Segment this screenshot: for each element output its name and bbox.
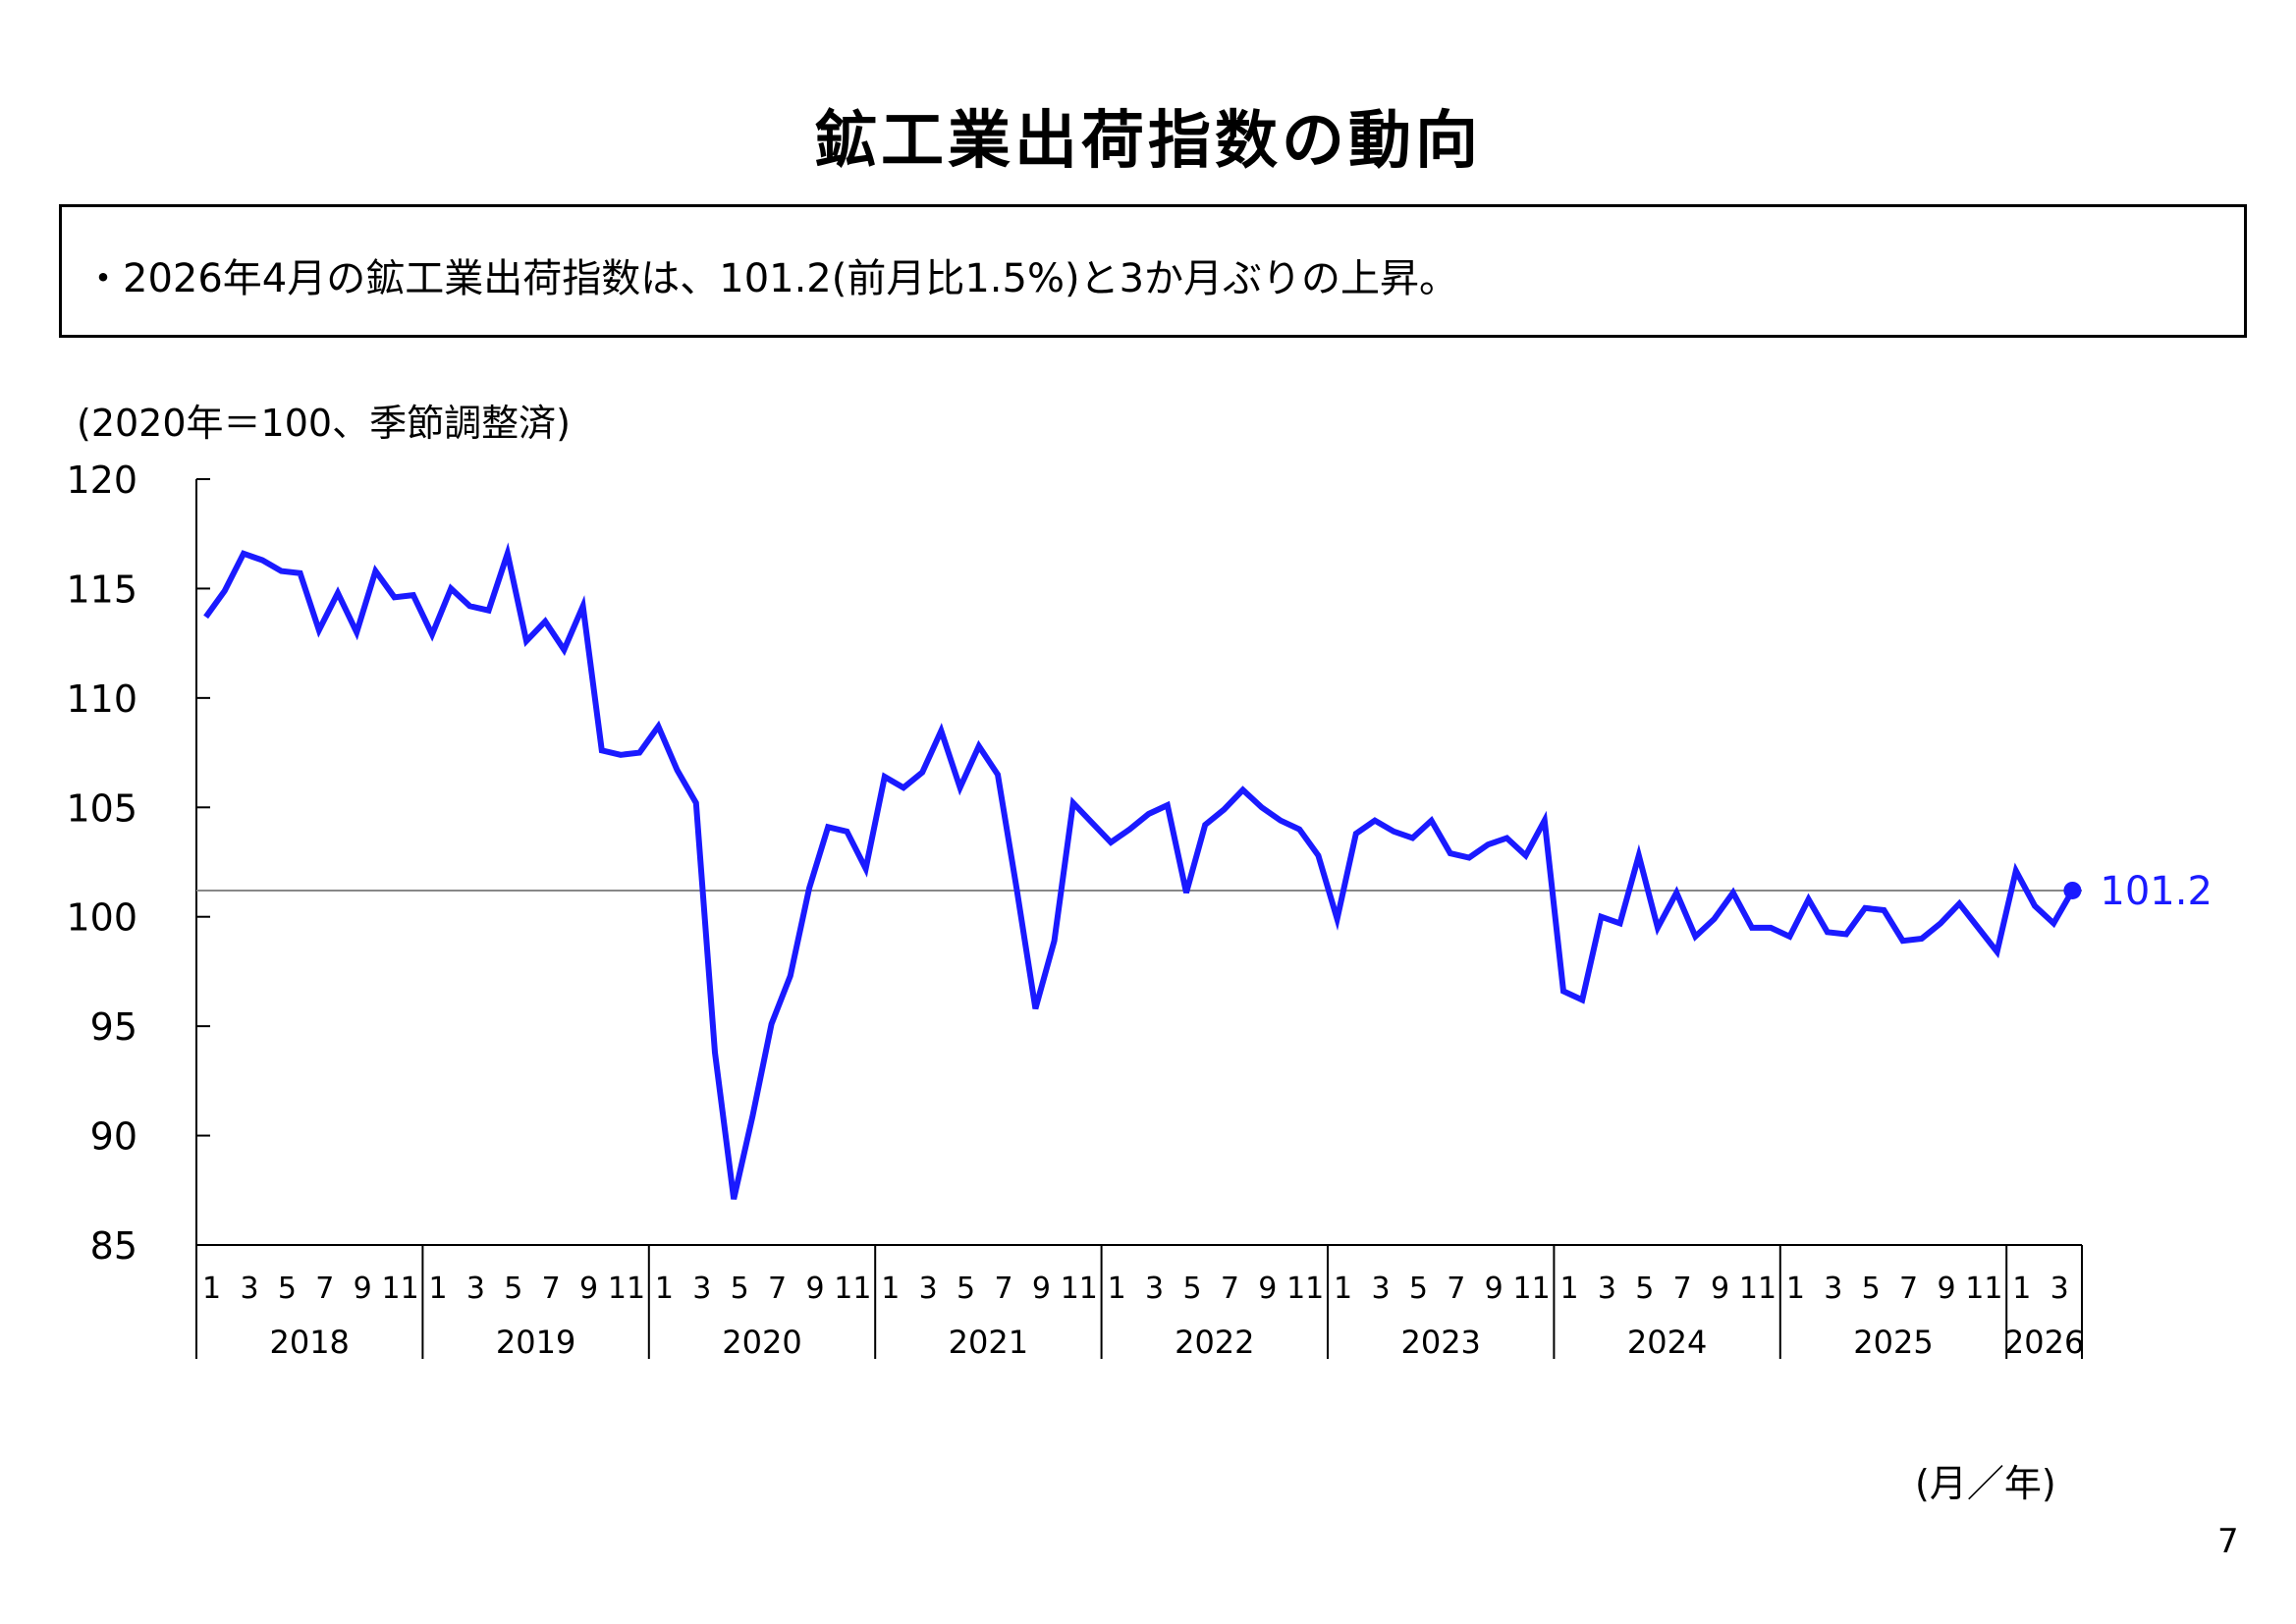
month-tick-label: 9: [1485, 1272, 1503, 1306]
y-tick-label: 85: [90, 1224, 137, 1268]
month-tick-label: 9: [1032, 1272, 1051, 1306]
month-tick-label: 7: [1673, 1272, 1692, 1306]
year-label: 2023: [1400, 1324, 1480, 1361]
month-tick-label: 7: [542, 1272, 561, 1306]
month-tick-label: 5: [504, 1272, 522, 1306]
month-tick-label: 11: [1965, 1272, 2002, 1306]
month-tick-label: 3: [1598, 1272, 1616, 1306]
month-tick-label: 1: [2012, 1272, 2031, 1306]
year-label: 2020: [722, 1324, 801, 1361]
month-tick-label: 3: [919, 1272, 938, 1306]
year-label: 2024: [1627, 1324, 1707, 1361]
month-tick-label: 1: [1559, 1272, 1578, 1306]
month-tick-label: 3: [1371, 1272, 1390, 1306]
last-value-label: 101.2: [2100, 869, 2213, 914]
month-tick-label: 3: [240, 1272, 258, 1306]
month-tick-label: 11: [1061, 1272, 1098, 1306]
month-tick-label: 3: [692, 1272, 711, 1306]
year-label: 2019: [496, 1324, 575, 1361]
month-tick-label: 11: [1739, 1272, 1777, 1306]
month-tick-label: 1: [881, 1272, 900, 1306]
month-tick-label: 5: [1409, 1272, 1428, 1306]
month-tick-label: 9: [579, 1272, 598, 1306]
year-label: 2022: [1175, 1324, 1254, 1361]
month-tick-label: 11: [382, 1272, 419, 1306]
month-tick-label: 7: [1447, 1272, 1465, 1306]
month-tick-label: 5: [1182, 1272, 1201, 1306]
month-tick-label: 3: [1145, 1272, 1164, 1306]
y-tick-label: 115: [66, 568, 137, 611]
month-tick-label: 3: [466, 1272, 485, 1306]
month-tick-label: 5: [731, 1272, 749, 1306]
month-tick-label: 7: [1221, 1272, 1239, 1306]
y-tick-label: 120: [66, 459, 137, 502]
summary-box: ・2026年4月の鉱工業出荷指数は、101.2(前月比1.5%)と3か月ぶりの上…: [59, 204, 2247, 338]
month-tick-label: 9: [805, 1272, 824, 1306]
month-tick-label: 3: [1824, 1272, 1842, 1306]
month-tick-label: 1: [1786, 1272, 1805, 1306]
year-label: 2021: [949, 1324, 1028, 1361]
y-axis-unit-note: (2020年＝100、季節調整済): [77, 402, 571, 445]
month-tick-label: 1: [655, 1272, 674, 1306]
month-tick-label: 7: [994, 1272, 1012, 1306]
month-tick-label: 7: [1899, 1272, 1918, 1306]
page-number: 7: [2217, 1522, 2239, 1561]
year-label: 2018: [269, 1324, 349, 1361]
month-tick-label: 1: [1108, 1272, 1126, 1306]
y-tick-label: 105: [66, 786, 137, 830]
year-label: 2025: [1853, 1324, 1933, 1361]
month-tick-label: 9: [1711, 1272, 1729, 1306]
series-line: [203, 542, 2076, 1200]
month-tick-label: 1: [1334, 1272, 1352, 1306]
y-tick-label: 110: [66, 677, 137, 721]
month-tick-label: 5: [1862, 1272, 1881, 1306]
page-title: 鉱工業出荷指数の動向: [814, 105, 1482, 178]
month-tick-label: 11: [1286, 1272, 1324, 1306]
y-tick-label: 100: [66, 896, 137, 940]
y-tick-label: 95: [90, 1005, 137, 1049]
month-tick-label: 11: [608, 1272, 645, 1306]
month-tick-label: 9: [354, 1272, 372, 1306]
summary-text: ・2026年4月の鉱工業出荷指数は、101.2(前月比1.5%)と3か月ぶりの上…: [83, 256, 1459, 301]
month-tick-label: 1: [202, 1272, 221, 1306]
y-tick-label: 90: [90, 1115, 137, 1159]
year-label: 2026: [2004, 1324, 2084, 1361]
month-tick-label: 11: [1513, 1272, 1551, 1306]
month-tick-label: 7: [315, 1272, 334, 1306]
month-tick-label: 1: [428, 1272, 447, 1306]
month-tick-label: 5: [278, 1272, 297, 1306]
last-point-marker: [2063, 881, 2082, 899]
x-axis-unit: (月／年): [1915, 1462, 2056, 1505]
month-tick-label: 9: [1937, 1272, 1955, 1306]
month-tick-label: 11: [834, 1272, 871, 1306]
month-tick-label: 5: [1635, 1272, 1654, 1306]
month-tick-label: 7: [768, 1272, 787, 1306]
month-tick-label: 3: [2050, 1272, 2069, 1306]
month-tick-label: 5: [957, 1272, 975, 1306]
month-tick-label: 9: [1258, 1272, 1277, 1306]
